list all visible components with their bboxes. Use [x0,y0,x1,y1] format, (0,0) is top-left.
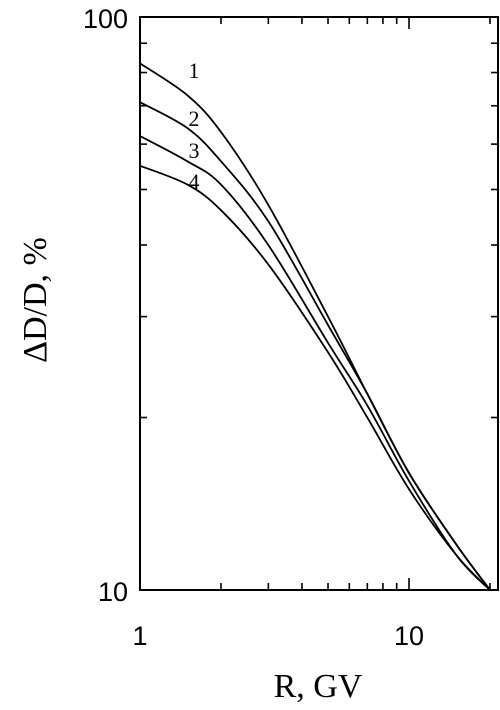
y-tick-label-10: 10 [98,577,128,607]
series-line-3 [139,135,491,591]
curve-label-2: 2 [189,106,200,131]
curve-label-1: 1 [189,58,200,83]
y-axis-title: ΔD/D, % [17,237,54,363]
x-tick-label-10: 10 [394,621,424,651]
series-line-4 [139,164,491,591]
series-line-2 [139,101,491,591]
y-tick-label-100: 100 [83,4,128,34]
series-group [139,62,491,591]
plot-frame [139,16,499,591]
x-axis-title: R, GV [274,668,363,705]
x-tick-label-1: 1 [132,621,147,651]
curve-label-3: 3 [189,138,200,163]
curve-label-4: 4 [189,169,200,194]
axis-ticks [139,16,498,591]
